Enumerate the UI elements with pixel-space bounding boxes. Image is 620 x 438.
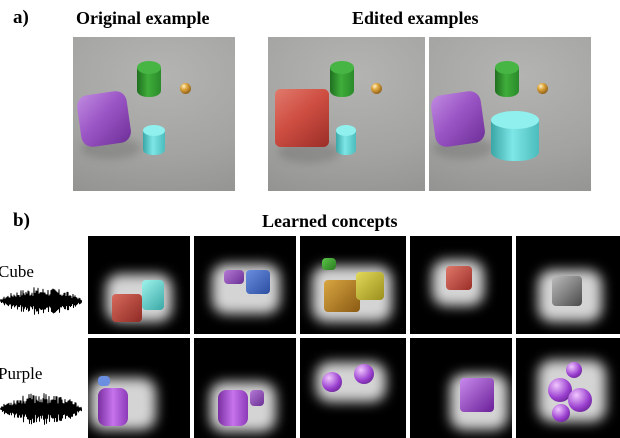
- cube-concept-mask-2: [194, 236, 296, 334]
- green-cylinder: [330, 61, 354, 97]
- panel-b-label: b): [13, 210, 30, 231]
- cube-concept-mask-4: [410, 236, 512, 334]
- cube-concept-mask-3: [300, 236, 406, 334]
- row-label-purple: Purple: [0, 364, 43, 383]
- cube-concept-mask-5: [516, 236, 620, 334]
- purple-cube: [429, 89, 487, 149]
- original-example-title: Original example: [76, 8, 210, 28]
- gold-sphere: [537, 83, 548, 94]
- edited-scene-red-cube-image: [268, 37, 425, 191]
- green-cylinder: [495, 61, 519, 97]
- purple-concept-mask-1: [88, 338, 190, 438]
- purple-concept-mask-5: [516, 338, 620, 438]
- purple-concept-mask-4: [410, 338, 512, 438]
- red-cube: [275, 89, 329, 147]
- purple-concept-mask-3: [300, 338, 406, 438]
- cyan-cylinder: [336, 125, 356, 155]
- large-cyan-cylinder: [491, 111, 539, 161]
- cyan-cylinder: [143, 125, 165, 155]
- learned-concepts-title: Learned concepts: [262, 211, 398, 231]
- green-cylinder: [137, 61, 161, 97]
- purple-concept-mask-2: [194, 338, 296, 438]
- cube-concept-mask-1: [88, 236, 190, 334]
- original-scene-image: [73, 37, 235, 191]
- edited-scene-large-cylinder-image: [429, 37, 591, 191]
- cube-audio-waveform: [0, 287, 82, 315]
- purple-cube: [75, 89, 133, 149]
- gold-sphere: [371, 83, 382, 94]
- gold-sphere: [180, 83, 191, 94]
- edited-examples-title: Edited examples: [352, 8, 479, 28]
- purple-audio-waveform: [0, 393, 82, 425]
- panel-a-label: a): [13, 7, 29, 28]
- row-label-cube: Cube: [0, 262, 34, 281]
